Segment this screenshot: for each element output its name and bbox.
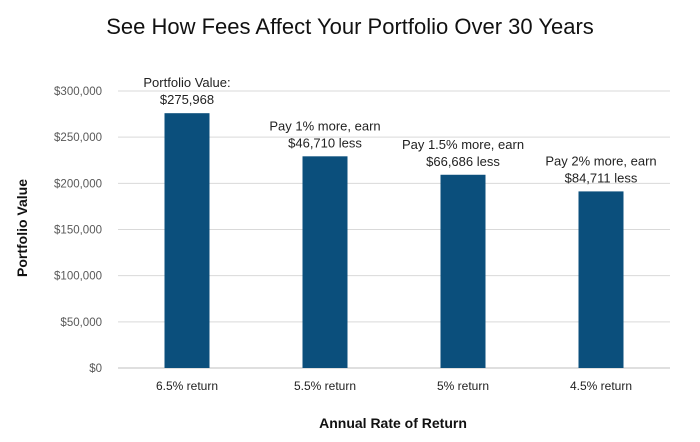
y-tick-label: $300,000 [54, 86, 102, 98]
bar [440, 174, 486, 368]
bar-annotations: Portfolio Value: $275,968 Pay 1% more, ear… [143, 75, 656, 185]
x-tick-label: 5% return [437, 379, 489, 393]
bar-annotation-line: $66,686 less [426, 154, 500, 169]
bar [164, 113, 210, 368]
bar [302, 156, 348, 368]
y-tick-label: $150,000 [54, 225, 102, 237]
x-tick-label: 4.5% return [570, 379, 632, 393]
y-tick-label: $100,000 [54, 271, 102, 283]
x-tick-label: 6.5% return [156, 379, 218, 393]
bars [164, 113, 624, 368]
y-tick-label: $50,000 [60, 317, 102, 329]
gridlines [118, 90, 670, 369]
y-tick-label: $200,000 [54, 178, 102, 190]
chart-title: See How Fees Affect Your Portfolio Over … [106, 14, 594, 39]
bar-annotation-line: $46,710 less [288, 135, 362, 150]
x-tick-label: 5.5% return [294, 379, 356, 393]
x-axis-ticks: 6.5% return 5.5% return 5% return 4.5% retu… [156, 379, 632, 393]
y-axis-ticks: $0 $50,000 $100,000 $150,000 $200,000 $250,00… [54, 86, 102, 375]
bar-annotation-line: Pay 2% more, earn [545, 153, 656, 168]
bar-annotation-line: $84,711 less [565, 170, 638, 185]
x-axis-title: Annual Rate of Return [319, 415, 467, 431]
bar-annotation-line: Pay 1.5% more, earn [402, 137, 524, 152]
bar [578, 191, 624, 368]
y-tick-label: $0 [89, 363, 102, 375]
bar-annotation-line: Pay 1% more, earn [269, 118, 380, 133]
y-axis-title: Portfolio Value [14, 179, 30, 277]
bar-annotation-line: $275,968 [160, 92, 214, 107]
y-tick-label: $250,000 [54, 132, 102, 144]
bar-annotation-line: Portfolio Value: [143, 75, 230, 90]
